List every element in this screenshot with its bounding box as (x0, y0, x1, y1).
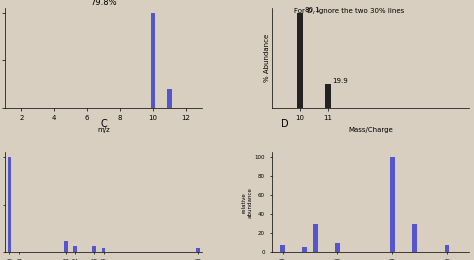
Bar (196, 248, 200, 252)
X-axis label: Mass/Charge: Mass/Charge (348, 127, 393, 133)
Y-axis label: % Abundance: % Abundance (264, 34, 270, 82)
Bar (167, 89, 172, 108)
Bar (297, 12, 303, 108)
Text: C: C (101, 119, 108, 129)
Bar (302, 248, 307, 252)
Bar (390, 157, 394, 252)
Bar (92, 246, 96, 252)
Bar (281, 245, 285, 252)
Bar (335, 243, 340, 252)
Bar (73, 246, 77, 252)
Bar (64, 241, 68, 252)
Bar (313, 224, 318, 252)
Bar (445, 245, 449, 252)
X-axis label: m/z: m/z (97, 127, 110, 133)
Bar (8, 157, 11, 252)
Bar (325, 84, 331, 108)
Text: D: D (281, 119, 288, 129)
Title: 79.8%: 79.8% (90, 0, 117, 7)
Y-axis label: relative
abundance: relative abundance (242, 187, 253, 218)
Text: For D, ignore the two 30% lines: For D, ignore the two 30% lines (294, 8, 404, 14)
Bar (151, 12, 155, 108)
Bar (412, 224, 417, 252)
Text: 80.1: 80.1 (304, 6, 320, 12)
Bar (102, 248, 105, 252)
Text: 19.9: 19.9 (332, 78, 348, 84)
